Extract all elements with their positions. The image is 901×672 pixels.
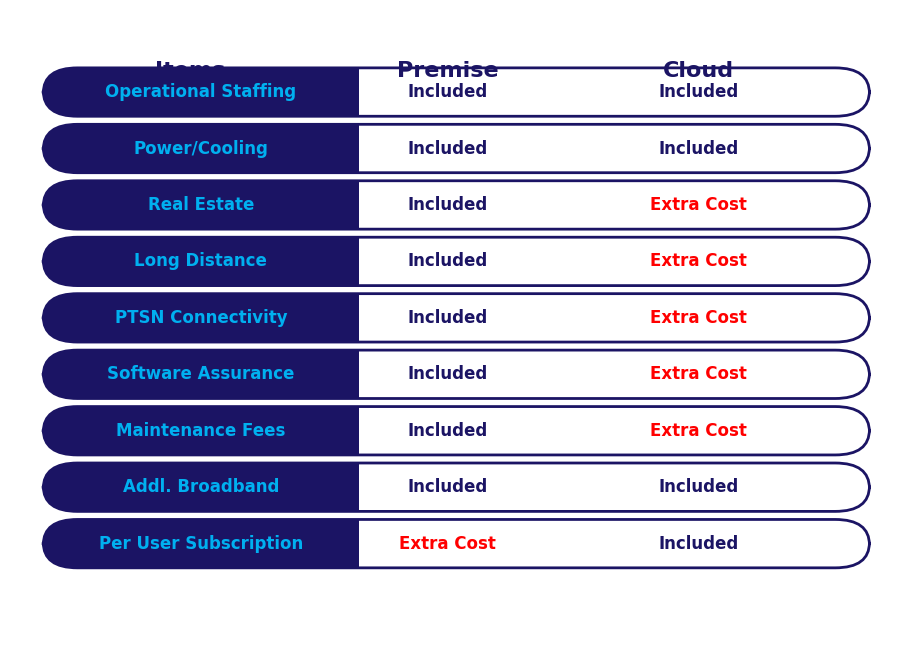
Text: Included: Included [407, 309, 488, 327]
FancyBboxPatch shape [43, 68, 869, 116]
Text: Maintenance Fees: Maintenance Fees [116, 422, 286, 439]
Text: Included: Included [407, 478, 488, 496]
Text: Extra Cost: Extra Cost [650, 253, 747, 270]
FancyBboxPatch shape [43, 350, 359, 398]
Text: Extra Cost: Extra Cost [650, 422, 747, 439]
Text: Included: Included [658, 535, 739, 552]
Text: Cloud: Cloud [663, 60, 733, 81]
FancyBboxPatch shape [43, 463, 869, 511]
Bar [201, 68, 359, 116]
Text: PTSN Connectivity: PTSN Connectivity [114, 309, 287, 327]
Text: Included: Included [407, 366, 488, 383]
Text: Included: Included [658, 478, 739, 496]
Text: Included: Included [658, 83, 739, 101]
Bar [201, 181, 359, 229]
Text: Extra Cost: Extra Cost [650, 309, 747, 327]
Bar [201, 350, 359, 398]
FancyBboxPatch shape [43, 350, 869, 398]
FancyBboxPatch shape [43, 237, 359, 286]
FancyBboxPatch shape [43, 237, 869, 286]
Text: Extra Cost: Extra Cost [650, 196, 747, 214]
Text: Long Distance: Long Distance [134, 253, 268, 270]
Text: Power/Cooling: Power/Cooling [133, 140, 268, 157]
FancyBboxPatch shape [43, 181, 359, 229]
Text: Included: Included [407, 83, 488, 101]
FancyBboxPatch shape [43, 294, 359, 342]
Text: Addl. Broadband: Addl. Broadband [123, 478, 279, 496]
FancyBboxPatch shape [43, 407, 869, 455]
Bar [201, 294, 359, 342]
Text: Included: Included [407, 140, 488, 157]
Text: Included: Included [407, 253, 488, 270]
Text: Included: Included [407, 196, 488, 214]
Text: Real Estate: Real Estate [148, 196, 254, 214]
Bar [201, 124, 359, 173]
FancyBboxPatch shape [43, 294, 869, 342]
FancyBboxPatch shape [43, 519, 359, 568]
Bar [201, 237, 359, 286]
Bar [201, 407, 359, 455]
Text: Included: Included [658, 140, 739, 157]
FancyBboxPatch shape [43, 181, 869, 229]
Text: Premise: Premise [397, 60, 498, 81]
Text: Items: Items [155, 60, 225, 81]
Text: Extra Cost: Extra Cost [650, 366, 747, 383]
FancyBboxPatch shape [43, 124, 869, 173]
FancyBboxPatch shape [43, 463, 359, 511]
FancyBboxPatch shape [43, 68, 359, 116]
Text: Per User Subscription: Per User Subscription [99, 535, 303, 552]
Text: Included: Included [407, 422, 488, 439]
FancyBboxPatch shape [43, 407, 359, 455]
Text: Operational Staffing: Operational Staffing [105, 83, 296, 101]
Bar [201, 463, 359, 511]
FancyBboxPatch shape [43, 519, 869, 568]
Text: Extra Cost: Extra Cost [399, 535, 496, 552]
FancyBboxPatch shape [43, 124, 359, 173]
Bar [201, 519, 359, 568]
Text: Software Assurance: Software Assurance [107, 366, 295, 383]
